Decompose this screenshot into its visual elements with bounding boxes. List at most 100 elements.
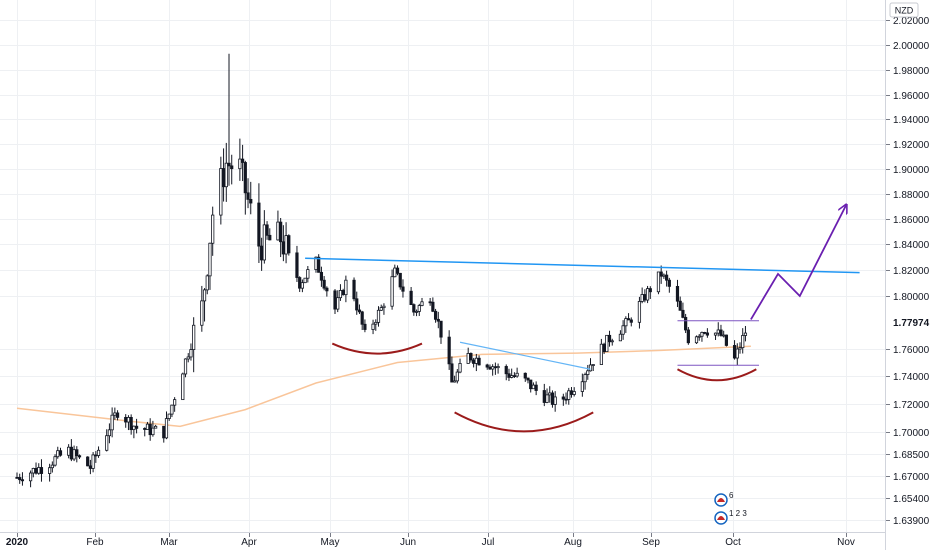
candle (545, 388, 549, 404)
candle-body (72, 449, 76, 460)
candle (743, 325, 748, 342)
candle-body (569, 390, 574, 395)
candle-body (53, 456, 57, 466)
candle-body (645, 288, 650, 301)
candle-body (561, 396, 565, 400)
candle-body (39, 467, 44, 474)
candle (610, 338, 614, 346)
candle (202, 288, 207, 322)
event-badges[interactable]: 6 1 2 3 (714, 491, 747, 525)
candle (665, 270, 669, 287)
candle (189, 343, 193, 361)
candle-body (374, 321, 378, 325)
candle (105, 429, 109, 452)
candle (75, 446, 79, 463)
candle (469, 352, 473, 363)
price-axis[interactable]: 2.02000 2.00000 1.98000 1.96000 1.94000 1.920… (886, 16, 930, 527)
candle (167, 413, 171, 421)
candle-body (488, 366, 492, 370)
candle (453, 375, 457, 383)
candle-body (86, 456, 90, 467)
event-badge-top[interactable]: 6 (714, 491, 734, 507)
candle (548, 386, 552, 403)
candle-body (192, 324, 196, 350)
candle-body (523, 372, 527, 379)
candle-body (453, 380, 457, 383)
candle (319, 266, 324, 287)
candle-body (249, 198, 253, 204)
time-tick-label: May (321, 537, 340, 548)
candle (77, 454, 82, 459)
candle (317, 254, 321, 273)
candle-body (450, 363, 454, 383)
candle-body (355, 298, 359, 311)
candle-body (257, 202, 261, 247)
candle (260, 237, 264, 271)
candle (230, 154, 234, 185)
candle-body (246, 192, 250, 200)
candle (265, 221, 269, 240)
candle (208, 242, 212, 290)
event-badge-bottom[interactable]: 1 2 3 (714, 509, 747, 525)
candle-body (143, 427, 147, 430)
candle-body (703, 331, 707, 334)
time-axis[interactable]: 2020 Feb Mar Apr May Jun Jul Aug Sep Oct Nov (6, 533, 855, 548)
candle (227, 53, 231, 186)
candle-body (472, 359, 476, 364)
candle-body (665, 274, 669, 281)
candle-body (341, 290, 345, 296)
candle-body (550, 392, 555, 405)
candle-body (675, 285, 680, 302)
candle-body (548, 392, 552, 396)
candle-body (344, 279, 348, 296)
candle (398, 272, 402, 290)
candle-body (553, 396, 557, 405)
candle (181, 372, 185, 401)
time-tick-label: Aug (564, 537, 582, 548)
candle-body (741, 335, 745, 349)
last-price-label: 1.77974 (893, 318, 930, 329)
candle-body (69, 446, 73, 460)
candle-body (705, 332, 709, 336)
candle (374, 319, 378, 331)
candle-body (164, 418, 169, 439)
candle (507, 368, 511, 382)
candle-body (230, 165, 234, 170)
candle (113, 407, 117, 420)
candle-body (455, 371, 459, 382)
candle (667, 277, 671, 293)
moving-average-layer (16, 345, 751, 428)
candle-body (325, 287, 329, 292)
candle-body (496, 366, 500, 369)
candle (472, 357, 476, 368)
candle-body (414, 310, 419, 313)
candle (605, 334, 609, 353)
candle (705, 328, 709, 338)
candle-body (684, 316, 688, 331)
candle-body (626, 318, 631, 321)
candle (382, 303, 386, 315)
candle (645, 285, 650, 304)
candle-body (151, 427, 155, 436)
candle (322, 276, 326, 291)
candle-body (134, 425, 139, 429)
candle-body (588, 364, 593, 372)
price-tick-label: 1.67000 (893, 472, 930, 483)
candle (439, 320, 443, 344)
candle (148, 418, 152, 441)
candle-body (586, 370, 590, 375)
candle (268, 228, 272, 241)
candle-body (167, 413, 171, 419)
candle-body (545, 394, 549, 403)
candle-body (515, 372, 519, 377)
badge-count: 1 2 3 (729, 509, 747, 518)
candle (686, 327, 690, 345)
candle (107, 423, 112, 444)
price-tick-label: 1.96000 (893, 91, 930, 102)
candle (491, 364, 495, 376)
candle (428, 297, 432, 306)
price-tick-label: 1.74000 (893, 372, 930, 383)
candle-body (716, 329, 720, 334)
